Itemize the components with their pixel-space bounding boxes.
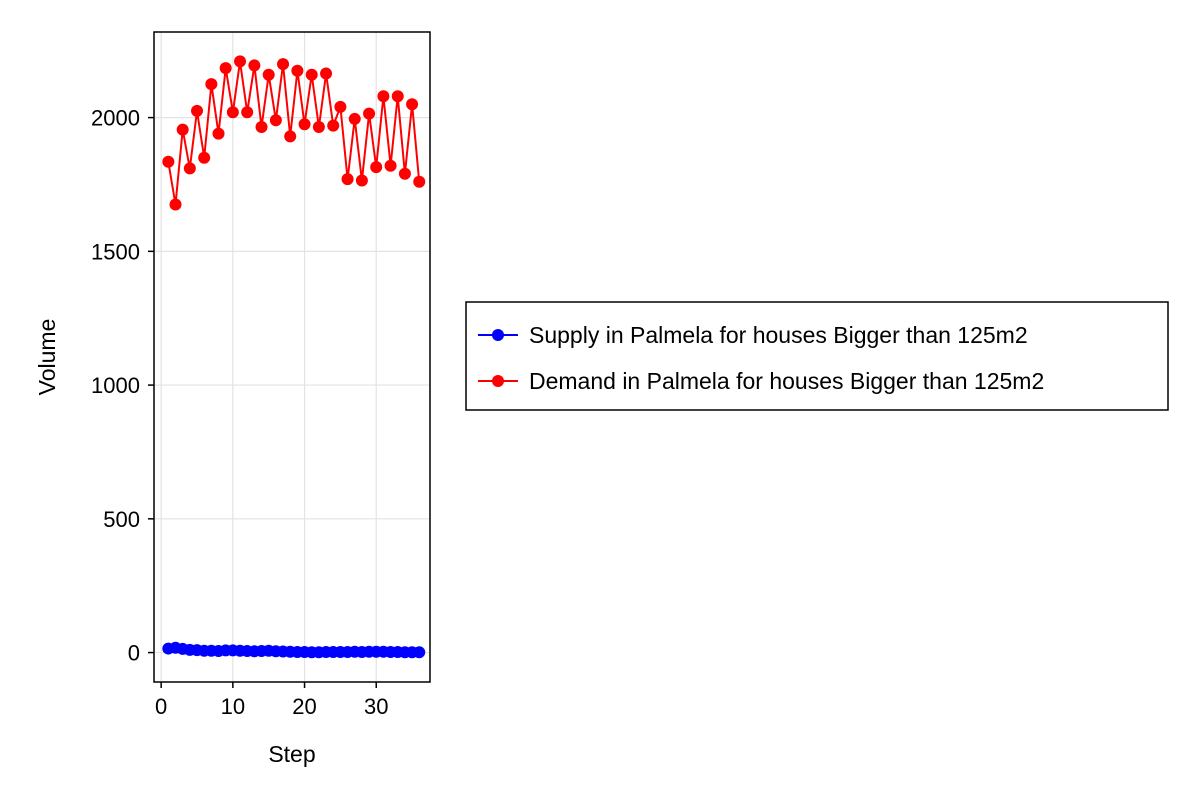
data-point: [355, 174, 368, 187]
legend-marker-swatch: [492, 329, 504, 341]
data-point: [398, 167, 411, 180]
data-point: [169, 198, 182, 211]
x-tick-label: 10: [221, 694, 245, 719]
data-point: [377, 90, 390, 103]
x-axis-label: Step: [268, 741, 315, 767]
data-point: [334, 100, 347, 113]
data-point: [391, 90, 404, 103]
y-tick-label: 1000: [91, 373, 140, 398]
data-point: [277, 58, 290, 71]
data-point: [191, 104, 204, 117]
series-demand: [162, 55, 426, 211]
data-point: [305, 68, 318, 81]
data-point: [413, 175, 426, 188]
data-point: [284, 130, 297, 143]
legend-label: Supply in Palmela for houses Bigger than…: [529, 322, 1028, 348]
plot-frame: [153, 31, 431, 683]
data-point: [212, 127, 225, 140]
series-line: [167, 60, 421, 206]
legend: Supply in Palmela for houses Bigger than…: [465, 301, 1169, 411]
x-tick-label: 0: [155, 694, 167, 719]
data-point: [255, 120, 268, 133]
y-tick-label: 1500: [91, 239, 140, 264]
x-tick-label: 20: [292, 694, 316, 719]
y-axis-label: Volume: [34, 319, 60, 396]
axis-ticks: 0 10 20 30 0 500 1000 1500 2000: [91, 106, 388, 719]
data-point: [241, 106, 254, 119]
data-point: [269, 114, 282, 127]
data-point: [248, 59, 261, 72]
data-point: [384, 159, 397, 172]
data-point: [341, 173, 354, 186]
data-point: [205, 78, 218, 91]
legend-label: Demand in Palmela for houses Bigger than…: [529, 368, 1044, 394]
data-point: [327, 119, 340, 132]
data-point: [363, 107, 376, 120]
legend-marker-swatch: [492, 375, 504, 387]
data-point: [370, 161, 383, 174]
series-supply: [162, 641, 426, 659]
data-point: [176, 123, 189, 136]
data-point: [320, 67, 333, 80]
data-point: [291, 64, 304, 77]
data-point: [406, 98, 419, 111]
data-point: [162, 155, 175, 168]
y-tick-label: 2000: [91, 106, 140, 131]
y-tick-label: 0: [128, 641, 140, 666]
data-point: [298, 118, 311, 131]
data-point: [219, 62, 232, 75]
y-tick-label: 500: [103, 507, 140, 532]
data-point: [348, 112, 361, 125]
data-point: [183, 162, 196, 175]
data-point: [312, 120, 325, 133]
data-point: [234, 55, 247, 68]
legend-box: [465, 301, 1169, 411]
data-point: [413, 646, 426, 659]
data-point: [198, 151, 211, 164]
data-point: [226, 106, 239, 119]
data-point: [262, 68, 275, 81]
series-layer: [162, 55, 426, 659]
x-tick-label: 30: [364, 694, 388, 719]
